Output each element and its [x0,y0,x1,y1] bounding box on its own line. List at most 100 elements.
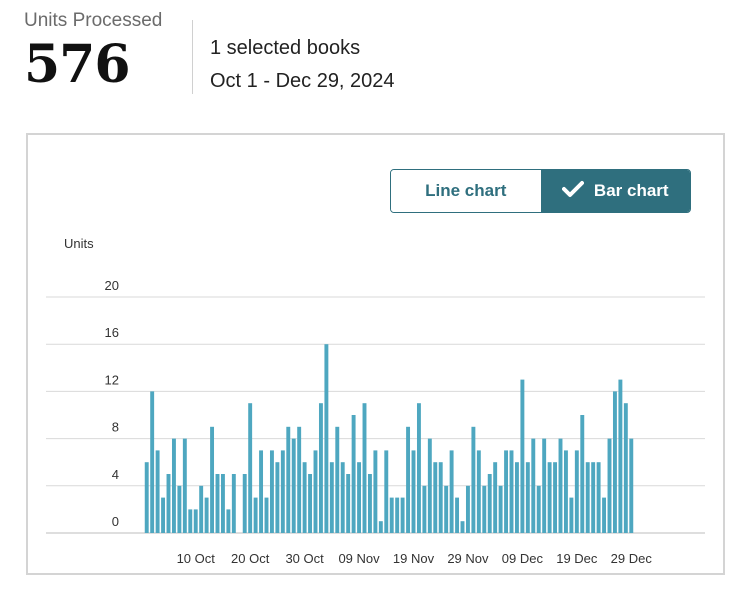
bar[interactable] [286,426,291,533]
bar[interactable] [182,438,187,533]
bar[interactable] [155,450,160,533]
bar[interactable] [591,462,596,533]
bar[interactable] [460,521,465,533]
bar[interactable] [199,485,204,533]
bar[interactable] [324,344,329,533]
bar[interactable] [302,462,307,533]
bar[interactable] [433,462,438,533]
bar[interactable] [210,426,215,533]
bar[interactable] [558,438,563,533]
y-tick-label: 12 [105,372,119,387]
line-chart-label: Line chart [425,181,507,200]
bar[interactable] [487,474,492,533]
bar[interactable] [476,450,481,533]
bar[interactable] [465,485,470,533]
bar[interactable] [335,426,340,533]
bar[interactable] [253,497,258,533]
bar[interactable] [493,462,498,533]
bar[interactable] [520,379,525,533]
bar[interactable] [280,450,285,533]
bar[interactable] [574,450,579,533]
y-tick-label: 4 [112,467,119,482]
bar[interactable] [509,450,514,533]
bar[interactable] [177,485,182,533]
bar[interactable] [416,403,421,533]
bar[interactable] [471,426,476,533]
bar[interactable] [629,438,634,533]
bar[interactable] [607,438,612,533]
bar[interactable] [242,474,247,533]
bar[interactable] [504,450,509,533]
bar[interactable] [318,403,323,533]
bar[interactable] [204,497,209,533]
bar[interactable] [264,497,269,533]
bar[interactable] [308,474,313,533]
bar[interactable] [313,450,318,533]
bar[interactable] [150,391,155,533]
bar[interactable] [248,403,253,533]
metric-value: 576 [24,34,131,95]
check-icon [561,180,584,203]
bar[interactable] [161,497,166,533]
bar[interactable] [563,450,568,533]
bar[interactable] [291,438,296,533]
bar[interactable] [357,462,362,533]
bar[interactable] [498,485,503,533]
bar[interactable] [188,509,193,533]
bar[interactable] [378,521,383,533]
y-tick-label: 16 [105,325,119,340]
bar[interactable] [367,474,372,533]
bar[interactable] [585,462,590,533]
bar[interactable] [231,474,236,533]
bar[interactable] [612,391,617,533]
bar[interactable] [427,438,432,533]
bar[interactable] [395,497,400,533]
bar[interactable] [411,450,416,533]
bar-chart-button[interactable]: Bar chart [540,170,690,212]
bar[interactable] [297,426,302,533]
bar[interactable] [580,415,585,533]
bar[interactable] [422,485,427,533]
bar[interactable] [351,415,356,533]
bar[interactable] [166,474,171,533]
bar[interactable] [514,462,519,533]
bar[interactable] [259,450,264,533]
bar[interactable] [384,450,389,533]
bar[interactable] [596,462,601,533]
bar[interactable] [618,379,623,533]
bar[interactable] [536,485,541,533]
bar[interactable] [346,474,351,533]
bar[interactable] [373,450,378,533]
bar[interactable] [438,462,443,533]
bar[interactable] [215,474,220,533]
bar[interactable] [275,462,280,533]
line-chart-button[interactable]: Line chart [391,170,541,212]
bar[interactable] [340,462,345,533]
bar[interactable] [525,462,530,533]
bar[interactable] [171,438,176,533]
bar[interactable] [329,462,334,533]
x-ticks: 10 Oct 20 Oct 30 Oct 09 Nov 19 Nov 29 Nov 09 D… [177,551,653,566]
bar[interactable] [444,485,449,533]
bar[interactable] [531,438,536,533]
bar[interactable] [389,497,394,533]
bar[interactable] [542,438,547,533]
bar[interactable] [406,426,411,533]
bar[interactable] [547,462,552,533]
bar[interactable] [400,497,405,533]
bar[interactable] [193,509,198,533]
bar[interactable] [553,462,558,533]
bar[interactable] [623,403,628,533]
bar[interactable] [482,485,487,533]
bar[interactable] [362,403,367,533]
y-tick-label: 8 [112,420,119,435]
bar[interactable] [220,474,225,533]
bar[interactable] [569,497,574,533]
bar[interactable] [226,509,231,533]
bar[interactable] [602,497,607,533]
bar[interactable] [449,450,454,533]
bar[interactable] [269,450,274,533]
bar[interactable] [144,462,149,533]
bar[interactable] [455,497,460,533]
